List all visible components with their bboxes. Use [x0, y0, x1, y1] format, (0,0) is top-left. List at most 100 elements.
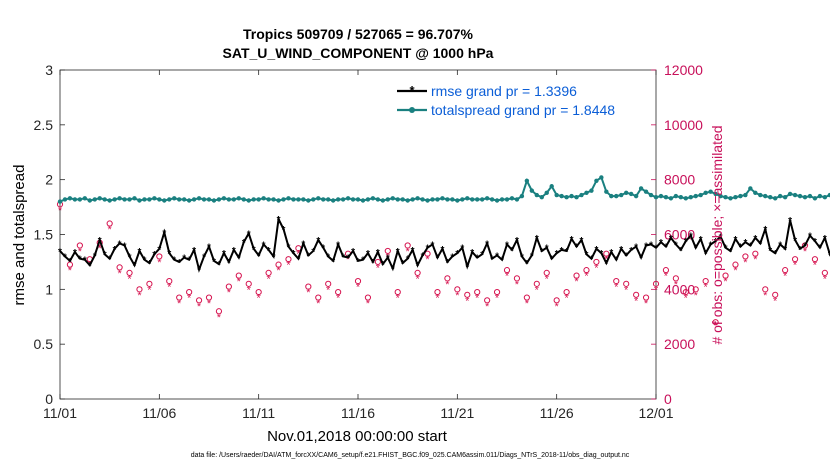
series-rmse-point: * [306, 251, 310, 262]
y-axis-label-left: rmse and totalspread [11, 165, 28, 306]
obs-assimilated-point: * [594, 262, 599, 274]
obs-assimilated-point: * [753, 254, 758, 266]
series-totalspread-point [758, 192, 763, 198]
series-totalspread-point [539, 195, 544, 200]
series-rmse-point: * [609, 248, 613, 259]
series-rmse-point: * [674, 240, 678, 251]
series-rmse-point: * [580, 236, 584, 247]
series-rmse-point: * [287, 243, 291, 254]
series-totalspread-point [554, 192, 559, 198]
series-rmse-point: * [108, 255, 112, 266]
series-lines: * * *** * **** ** * ***** ** **** * * ****** ********… [57, 175, 830, 277]
series-rmse-point: * [664, 243, 668, 254]
series-totalspread-point [653, 195, 659, 200]
obs-assimilated-point: * [515, 279, 520, 291]
obs-assimilated-point: * [425, 254, 430, 266]
series-rmse-point: * [704, 249, 708, 260]
series-rmse-point: * [157, 245, 161, 256]
series-totalspread-point [211, 198, 217, 203]
obs-possible-point [722, 272, 729, 279]
series-totalspread-point [753, 190, 758, 196]
obs-possible-point [642, 294, 650, 301]
y-right-tick-label: 2000 [664, 336, 695, 352]
series-rmse-point: * [197, 266, 201, 277]
obs-assimilated-point: * [793, 260, 798, 272]
obs-assimilated-point: * [237, 276, 242, 288]
obs-assimilated-point: * [187, 293, 192, 305]
series-totalspread-point [534, 192, 539, 198]
obs-possible-point [474, 288, 481, 296]
series-totalspread-point [569, 193, 574, 199]
series-rmse-point: * [445, 258, 449, 269]
series-rmse-point: * [371, 258, 375, 269]
series-totalspread-point [77, 197, 83, 202]
series-totalspread-point [142, 197, 147, 202]
series-rmse-point: * [356, 257, 360, 268]
obs-assimilated-point: * [306, 287, 311, 299]
series-rmse-point: * [88, 261, 92, 272]
series-rmse-point: * [465, 262, 469, 273]
series-rmse-point: * [624, 251, 628, 262]
series-totalspread-point [415, 196, 420, 201]
series-rmse-point: * [719, 233, 723, 244]
series-rmse-point: * [416, 261, 420, 272]
series-totalspread-point [152, 196, 157, 201]
series-totalspread-point [241, 197, 246, 202]
series-rmse-point: * [793, 236, 797, 247]
series-rmse-point: * [594, 245, 598, 256]
obs-assimilated-point: * [545, 273, 550, 285]
series-rmse-point: * [277, 215, 281, 226]
obs-possible-point [513, 275, 521, 282]
obs-assimilated-point: * [773, 295, 778, 307]
series-totalspread-point [82, 196, 88, 201]
obs-possible-point [285, 256, 292, 263]
obs-assimilated-point: * [415, 273, 420, 285]
obs-assimilated-point: * [396, 293, 401, 305]
series-rmse-point: * [699, 235, 703, 246]
series-totalspread-point [256, 197, 261, 202]
series-totalspread-point [624, 190, 629, 196]
obs-possible-point [801, 242, 809, 249]
y-left-tick-label: 2 [45, 172, 53, 188]
series-rmse-point: * [296, 255, 300, 266]
series-totalspread-point [738, 193, 743, 199]
series-totalspread-point [425, 198, 430, 203]
obs-assimilated-point: * [78, 246, 83, 258]
series-totalspread-point [201, 197, 207, 202]
series-totalspread-point [489, 197, 495, 202]
series-totalspread-point [445, 197, 450, 202]
series-totalspread-point [564, 195, 569, 200]
y-left-tick-label: 0.5 [34, 336, 54, 352]
obs-possible-point [503, 267, 511, 274]
obs-assimilated-point: * [435, 293, 440, 305]
series-rmse-point: * [480, 250, 484, 261]
series-rmse-point: * [545, 244, 549, 255]
series-totalspread-point [147, 197, 152, 202]
series-totalspread-point [316, 196, 321, 201]
series-totalspread-point [638, 186, 644, 191]
series-rmse-point: * [599, 249, 603, 260]
obs-possible-point [752, 250, 759, 257]
y-right-tick-label: 10000 [664, 117, 703, 133]
series-rmse-point: * [291, 249, 295, 260]
obs-assimilated-point: * [813, 260, 818, 272]
series-rmse-point: * [505, 240, 509, 251]
series-rmse-point: * [406, 255, 410, 266]
series-rmse-point: * [123, 241, 127, 252]
obs-assimilated-point: * [177, 298, 182, 310]
series-totalspread-point [628, 191, 634, 197]
obs-possible-point [176, 294, 183, 301]
obs-possible-point [414, 269, 421, 276]
obs-possible-point [782, 267, 789, 274]
series-totalspread-point [773, 196, 778, 201]
obs-possible-point [325, 280, 332, 287]
series-totalspread-point [494, 198, 500, 203]
x-tick-label: 11/26 [540, 405, 574, 421]
obs-possible-point [215, 308, 223, 315]
obs-assimilated-point: * [455, 290, 460, 302]
legend: * rmse grand pr = 1.3396 totalspread gra… [397, 83, 615, 118]
series-totalspread-point [514, 197, 520, 202]
series-totalspread-point [668, 196, 674, 201]
series-rmse-point: * [73, 248, 77, 259]
series-rmse-point: * [748, 241, 752, 252]
